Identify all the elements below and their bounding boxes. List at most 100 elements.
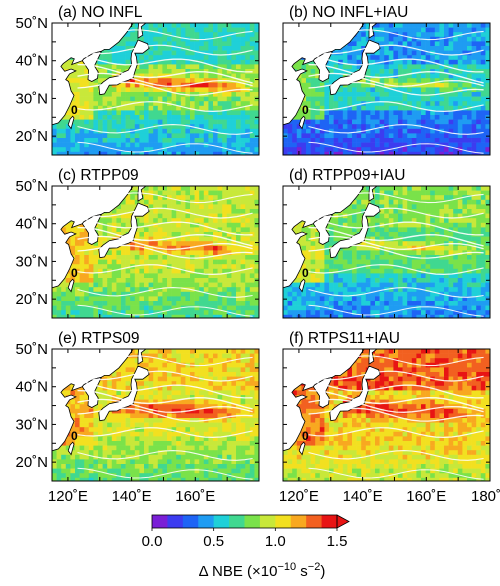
colorbar-tick-label: 1.5 bbox=[327, 533, 348, 550]
zero-contour-label: 0 bbox=[71, 103, 78, 117]
contour-line bbox=[308, 81, 484, 96]
contour-line bbox=[308, 101, 484, 113]
contour-line bbox=[77, 304, 253, 317]
contour-line bbox=[308, 141, 484, 154]
colorbar-segment bbox=[321, 515, 338, 528]
heatmap-field bbox=[283, 23, 490, 155]
contour-line bbox=[77, 398, 253, 413]
panel-label: (a) NO INFL bbox=[58, 4, 143, 21]
contour-line bbox=[77, 389, 253, 410]
contour-line bbox=[308, 192, 484, 204]
heatmap-field bbox=[283, 186, 490, 318]
y-tick-label: 30˚N bbox=[15, 416, 48, 433]
land-3 bbox=[67, 278, 75, 293]
y-tick-label: 30˚N bbox=[15, 90, 48, 107]
land-3 bbox=[298, 441, 306, 456]
zero-contour-label: 0 bbox=[71, 266, 78, 280]
contour-line bbox=[77, 244, 253, 259]
contour-line bbox=[77, 216, 253, 236]
contour-line bbox=[77, 53, 253, 73]
colorbar-title-exp2: −2 bbox=[308, 561, 321, 573]
contour-line bbox=[308, 29, 484, 41]
y-tick-label: 20˚N bbox=[15, 454, 48, 471]
x-tick-label-left: 140˚E bbox=[112, 488, 152, 505]
y-tick-label: 20˚N bbox=[15, 128, 48, 145]
colorbar: 0.0 0.5 1.0 1.5 bbox=[142, 514, 350, 550]
zero-contour-label: 0 bbox=[302, 266, 309, 280]
contour-line bbox=[77, 407, 253, 422]
contour-line bbox=[77, 235, 253, 250]
contour-line bbox=[308, 44, 484, 56]
contour-line bbox=[77, 450, 253, 461]
contour-line bbox=[308, 379, 484, 399]
panel-frame bbox=[282, 348, 491, 482]
land-0 bbox=[52, 186, 134, 289]
colorbar-title: Δ NBE (×10−10 s−2) bbox=[199, 561, 326, 580]
heatmap-field bbox=[52, 186, 259, 318]
colorbar-extend-arrow bbox=[336, 514, 350, 529]
contour-line bbox=[308, 124, 484, 135]
contour-line bbox=[77, 370, 253, 382]
contour-line bbox=[308, 427, 484, 439]
colorbar-title-mid: s bbox=[296, 563, 308, 580]
y-tick-label: 20˚N bbox=[15, 291, 48, 308]
colorbar-segment bbox=[290, 515, 307, 528]
contour-line bbox=[77, 427, 253, 439]
colorbar-segment bbox=[198, 515, 215, 528]
panel-label: (c) RTPP09 bbox=[58, 167, 139, 184]
land-0 bbox=[283, 349, 365, 452]
colorbar-frame bbox=[151, 514, 338, 529]
contour-line bbox=[77, 63, 253, 84]
panel-f: 0 (f) RTPS11+IAU bbox=[282, 330, 491, 482]
contour-line bbox=[308, 72, 484, 87]
colorbar-title-exp1: −10 bbox=[277, 561, 296, 573]
panel-label: (d) RTPP09+IAU bbox=[289, 167, 405, 184]
contour-line bbox=[308, 467, 484, 480]
contour-line bbox=[308, 287, 484, 298]
panel-frame bbox=[51, 185, 260, 319]
contour-line bbox=[308, 264, 484, 276]
contour-line bbox=[308, 226, 484, 247]
x-tick-label-left: 160˚E bbox=[175, 488, 215, 505]
contour-line bbox=[77, 81, 253, 96]
panel-c: 0 (c) RTPP09 50˚N 40˚N 30˚N 20˚N bbox=[15, 167, 260, 319]
colorbar-tick-label: 0.0 bbox=[142, 533, 163, 550]
contour-line bbox=[308, 370, 484, 382]
y-tick-label: 40˚N bbox=[15, 216, 48, 233]
contour-line bbox=[308, 207, 484, 219]
panel-d: 0 (d) RTPP09+IAU bbox=[282, 167, 491, 319]
y-tick-label: 50˚N bbox=[15, 341, 48, 358]
contour-line bbox=[308, 244, 484, 259]
panel-label: (b) NO INFL+IAU bbox=[289, 4, 408, 21]
colorbar-tick-label: 1.0 bbox=[265, 533, 286, 550]
land-3 bbox=[298, 115, 306, 130]
contour-line bbox=[77, 207, 253, 219]
contour-line bbox=[308, 407, 484, 422]
zero-contour-label: 0 bbox=[302, 429, 309, 443]
heatmap-field bbox=[52, 23, 259, 155]
colorbar-title-end: ) bbox=[320, 563, 325, 580]
y-tick-label: 50˚N bbox=[15, 178, 48, 195]
x-tick-label-right: 120˚E bbox=[279, 488, 319, 505]
x-tick-label-right: 160˚E bbox=[406, 488, 446, 505]
contour-line bbox=[308, 389, 484, 410]
colorbar-title-main: Δ NBE (×10 bbox=[199, 563, 278, 580]
y-tick-label: 30˚N bbox=[15, 253, 48, 270]
x-tick-label-right: 180˚ bbox=[471, 488, 500, 505]
panel-a: 0 (a) NO INFL 50˚N 40˚N 30˚N 20˚N bbox=[15, 4, 260, 156]
contour-line bbox=[308, 304, 484, 317]
panel-frame bbox=[51, 348, 260, 482]
colorbar-segment bbox=[275, 515, 292, 528]
contour-line bbox=[308, 398, 484, 413]
heatmap-field bbox=[283, 349, 490, 481]
panel-b: 0 (b) NO INFL+IAU bbox=[282, 4, 491, 156]
colorbar-segment bbox=[306, 515, 322, 528]
panel-frame bbox=[282, 185, 491, 319]
contour-line bbox=[77, 379, 253, 399]
contour-line bbox=[308, 63, 484, 84]
contour-line bbox=[77, 192, 253, 204]
colorbar-segment bbox=[229, 515, 245, 528]
panel-label: (f) RTPS11+IAU bbox=[289, 330, 400, 347]
contour-line bbox=[77, 44, 253, 56]
